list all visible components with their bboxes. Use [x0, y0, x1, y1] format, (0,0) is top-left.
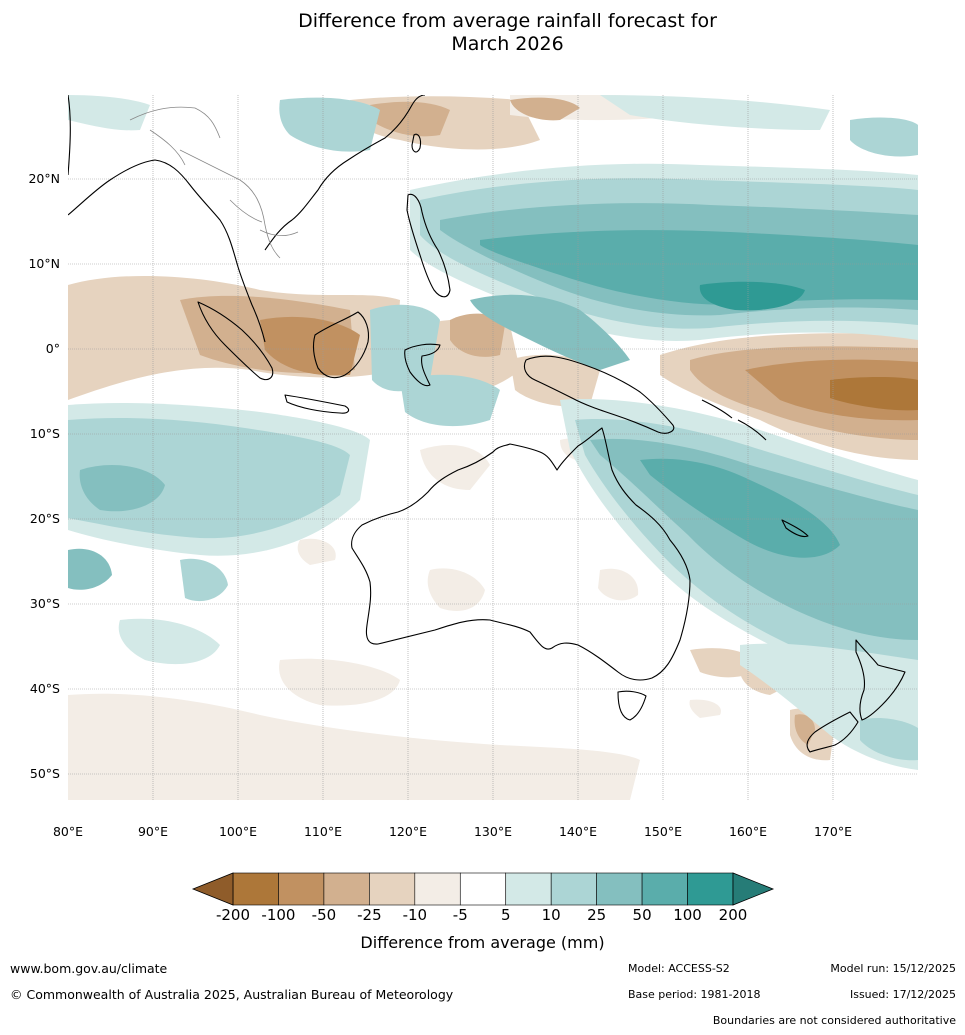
lon-label-90e: 90°E — [137, 824, 169, 839]
issued-date: Issued: 17/12/2025 — [849, 988, 956, 1001]
tasmania-coastline — [617, 690, 647, 721]
wet-anomaly-regions — [68, 95, 918, 770]
colorbar-tick-label: -200 — [215, 906, 251, 924]
lon-label-110e: 110°E — [303, 824, 342, 839]
java-coastline — [284, 394, 350, 414]
lat-label-0: 0° — [45, 341, 60, 356]
colorbar-cell-5 — [459, 872, 507, 906]
colorbar-tick-label: 200 — [718, 906, 748, 924]
lon-label-140e: 140°E — [558, 824, 597, 839]
chart-title: Difference from average rainfall forecas… — [0, 10, 965, 56]
colorbar-cell-10 — [687, 872, 734, 906]
colorbar-cells — [232, 872, 734, 906]
lat-label-10s: 10°S — [29, 426, 60, 441]
colorbar-tick-label: 100 — [673, 906, 702, 924]
colorbar-over-arrow — [732, 872, 775, 906]
australia-coastline — [351, 427, 691, 681]
colorbar-under-arrow — [191, 872, 234, 906]
colorbar-tick-label: -25 — [357, 906, 382, 924]
colorbar-cell-3 — [369, 872, 416, 906]
mainland-asia-coastline — [68, 95, 426, 343]
new-guinea-coastline — [523, 355, 675, 434]
colorbar-tick-label: 25 — [587, 906, 607, 924]
colorbar-cell-8 — [596, 872, 643, 906]
taiwan-coastline — [411, 133, 422, 153]
colorbar-cell-9 — [641, 872, 688, 906]
new-caledonia-coastline — [781, 519, 809, 538]
sumatra-coastline — [197, 301, 274, 381]
map-gridlines — [68, 95, 918, 800]
colorbar-cell-7 — [550, 872, 597, 906]
copyright-text: © Commonwealth of Australia 2025, Austra… — [10, 987, 454, 1002]
colorbar-tick-label: 5 — [500, 906, 511, 924]
colorbar-tick-label: -5 — [452, 906, 468, 924]
model-run-date: Model run: 15/12/2025 — [830, 962, 956, 975]
lat-label-40s: 40°S — [29, 681, 60, 696]
colorbar-tick-label: -100 — [261, 906, 296, 924]
colorbar-cell-6 — [505, 872, 552, 906]
colorbar-cell-0 — [232, 872, 279, 906]
lon-label-150e: 150°E — [643, 824, 682, 839]
lon-label-130e: 130°E — [473, 824, 512, 839]
colorbar-tick-label: -50 — [311, 906, 337, 924]
borneo-coastline — [313, 311, 370, 379]
colorbar-label: Difference from average (mm) — [360, 933, 605, 952]
new-zealand-north-coastline — [855, 639, 906, 721]
lon-label-120e: 120°E — [388, 824, 427, 839]
lat-label-50s: 50°S — [29, 766, 60, 781]
boundaries-disclaimer: Boundaries are not considered authoritat… — [712, 1014, 956, 1027]
new-zealand-south-coastline — [806, 711, 859, 753]
sulawesi-coastline — [404, 343, 441, 387]
colorbar-tick-label: 10 — [541, 906, 561, 924]
model-name: Model: ACCESS-S2 — [628, 962, 730, 975]
title-line-2: March 2026 — [451, 33, 564, 55]
lon-label-100e: 100°E — [218, 824, 257, 839]
philippines-coastline — [406, 193, 451, 298]
lat-label-20n: 20°N — [28, 171, 60, 186]
website-link[interactable]: www.bom.gov.au/climate — [10, 961, 168, 976]
india-coastline — [68, 95, 71, 176]
solomon-islands-coastline — [701, 399, 767, 441]
title-line-1: Difference from average rainfall forecas… — [298, 10, 717, 32]
colorbar-cell-1 — [278, 872, 325, 906]
lat-label-10n: 10°N — [28, 256, 60, 271]
base-period: Base period: 1981-2018 — [628, 988, 761, 1001]
lon-label-80e: 80°E — [52, 824, 84, 839]
lat-label-30s: 30°S — [29, 596, 60, 611]
lon-label-170e: 170°E — [813, 824, 852, 839]
country-borders — [129, 106, 299, 259]
coastlines — [68, 95, 906, 753]
colorbar-cell-2 — [323, 872, 370, 906]
colorbar-tick-label: -10 — [402, 906, 428, 924]
colorbar-cell-4 — [414, 872, 461, 906]
colorbar-tick-label: 50 — [632, 906, 652, 924]
lat-label-20s: 20°S — [29, 511, 60, 526]
lon-label-160e: 160°E — [728, 824, 767, 839]
